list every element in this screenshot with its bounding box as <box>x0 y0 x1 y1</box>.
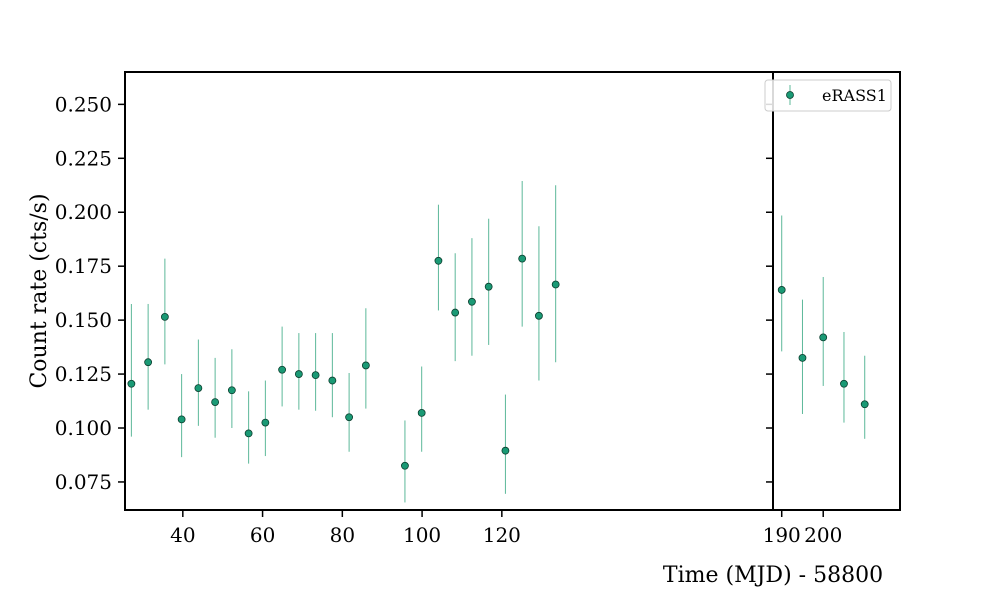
x-tick-label: 100 <box>403 523 441 547</box>
right-panel-frame <box>772 71 901 511</box>
data-point <box>227 386 236 395</box>
y-tick-label: 0.100 <box>55 416 112 440</box>
legend-box <box>764 79 892 112</box>
data-point <box>401 461 409 470</box>
y-tick-label: 0.250 <box>55 92 112 116</box>
y-axis-label: Count rate (cts/s) <box>27 193 52 388</box>
left-panel-frame <box>124 71 774 511</box>
data-point <box>518 254 527 263</box>
legend: eRASS1 <box>764 79 892 112</box>
data-point <box>798 353 807 362</box>
x-tick-label: 190 <box>763 523 801 547</box>
x-tick-label: 40 <box>170 523 195 547</box>
data-point <box>468 297 476 306</box>
data-point <box>211 398 220 407</box>
data-point <box>311 371 320 380</box>
data-point <box>819 333 828 342</box>
y-tick-label: 0.200 <box>55 200 112 224</box>
legend-label-erass1: eRASS1 <box>822 86 887 105</box>
y-tick-label: 0.150 <box>55 308 112 332</box>
x-tick-label: 80 <box>330 523 355 547</box>
data-point <box>194 384 203 392</box>
y-tick-label: 0.125 <box>55 362 112 386</box>
data-markers <box>127 254 869 470</box>
data-point <box>261 418 270 427</box>
data-point <box>345 413 354 422</box>
x-tick-label: 60 <box>250 523 275 547</box>
legend-marker-icon <box>786 91 794 99</box>
data-point <box>551 280 560 289</box>
data-point <box>484 282 493 291</box>
data-point <box>278 365 287 374</box>
data-point <box>160 312 169 321</box>
data-point <box>860 400 869 409</box>
data-point <box>777 286 786 294</box>
x-tick-label: 120 <box>483 523 521 547</box>
x-axis: 40 60 80 100 120 190 200 <box>170 510 842 547</box>
data-point <box>434 256 443 265</box>
data-point <box>127 379 136 388</box>
y-tick-label: 0.225 <box>55 146 112 170</box>
data-point <box>144 358 153 367</box>
data-point <box>840 379 848 388</box>
y-tick-label: 0.175 <box>55 254 112 278</box>
data-point <box>535 311 543 320</box>
data-point <box>244 429 253 438</box>
x-tick-label: 200 <box>804 523 842 547</box>
data-point <box>501 446 510 455</box>
data-point <box>417 409 426 417</box>
error-bars <box>130 180 866 503</box>
data-point <box>177 415 186 424</box>
data-point <box>328 376 337 385</box>
data-point <box>451 308 460 317</box>
data-point <box>361 361 370 370</box>
y-axis: 0.075 0.100 0.125 0.150 0.175 0.200 0.225 0.250 <box>55 92 773 494</box>
y-tick-label: 0.075 <box>55 470 112 494</box>
data-point <box>294 370 303 378</box>
x-axis-label: Time (MJD) - 58800 <box>663 563 883 588</box>
